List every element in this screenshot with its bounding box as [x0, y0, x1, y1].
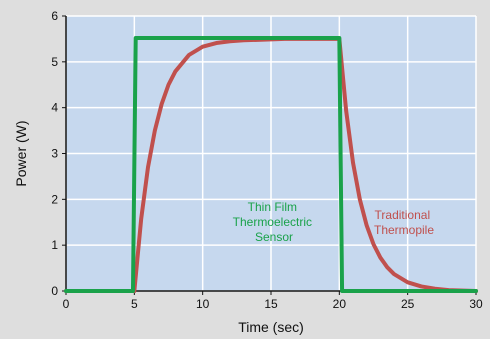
y-tick-label: 5 [51, 55, 58, 69]
thermopile-annotation: Traditional Thermopile [374, 208, 434, 237]
x-tick-label: 10 [196, 297, 210, 311]
y-tick-label: 0 [51, 284, 58, 298]
x-tick-label: 30 [469, 297, 483, 311]
thermopile-line-1: Traditional [375, 208, 431, 222]
y-tick-label: 2 [51, 192, 58, 206]
thin-film-line-1: Thin Film [248, 200, 297, 214]
thin-film-line-3: Sensor [255, 230, 293, 244]
tick-labels: 0 5 10 15 20 25 30 0 1 2 3 4 5 6 [51, 9, 483, 311]
x-axis-title: Time (sec) [238, 319, 304, 335]
x-tick-label: 0 [63, 297, 70, 311]
thermopile-line-2: Thermopile [374, 223, 434, 237]
x-tick-label: 5 [131, 297, 138, 311]
y-axis-title: Power (W) [13, 120, 29, 186]
x-tick-label: 25 [401, 297, 415, 311]
y-tick-label: 1 [51, 238, 58, 252]
y-tick-label: 4 [51, 101, 58, 115]
series-line-thin-film [64, 36, 478, 293]
x-tick-label: 20 [333, 297, 347, 311]
y-tick-label: 3 [51, 147, 58, 161]
thin-film-annotation: Thin Film Thermoelectric Sensor [233, 200, 316, 244]
series-layer [64, 36, 478, 293]
thin-film-line-2: Thermoelectric [233, 215, 312, 229]
x-tick-label: 15 [264, 297, 278, 311]
y-tick-label: 6 [51, 9, 58, 23]
